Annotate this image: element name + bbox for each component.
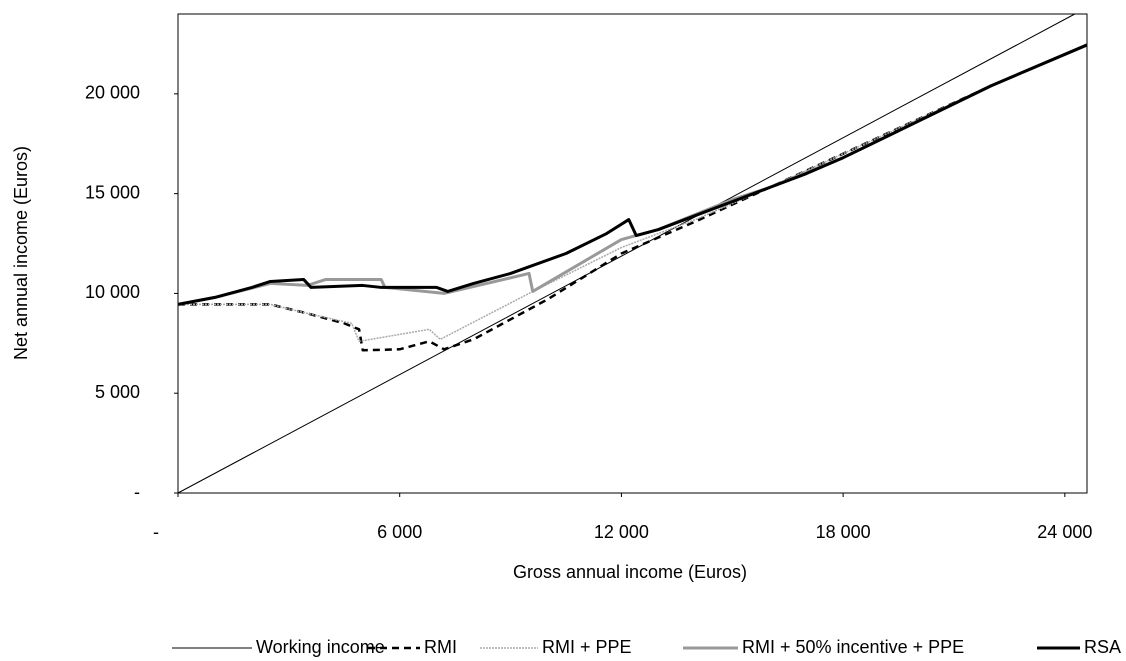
legend-label: RMI + PPE [542,637,632,657]
legend-label: RMI [424,637,457,657]
x-tick-label: 24 000 [1037,522,1092,542]
plot-frame [177,13,1088,494]
legend-label: RSA [1084,637,1121,657]
y-tick-label: 15 000 [85,182,140,202]
x-tick-label: 18 000 [816,522,871,542]
legend-label: Working income [256,637,385,657]
y-tick-label: - [134,482,140,502]
x-axis-title: Gross annual income (Euros) [513,562,747,582]
x-tick-label: 6 000 [377,522,422,542]
series-line [178,43,1088,352]
legend-label: RMI + 50% incentive + PPE [742,637,964,657]
series-line [178,44,1088,343]
x-tick-label: - [153,522,159,542]
y-tick-label: 10 000 [85,282,140,302]
series-line [177,43,1088,306]
x-tick-label: 12 000 [594,522,649,542]
y-axis-title: Net annual income (Euros) [11,146,31,360]
series-line [177,13,1076,494]
series-line [177,43,1088,306]
y-tick-label: 5 000 [95,382,140,402]
y-tick-label: 20 000 [85,83,140,103]
